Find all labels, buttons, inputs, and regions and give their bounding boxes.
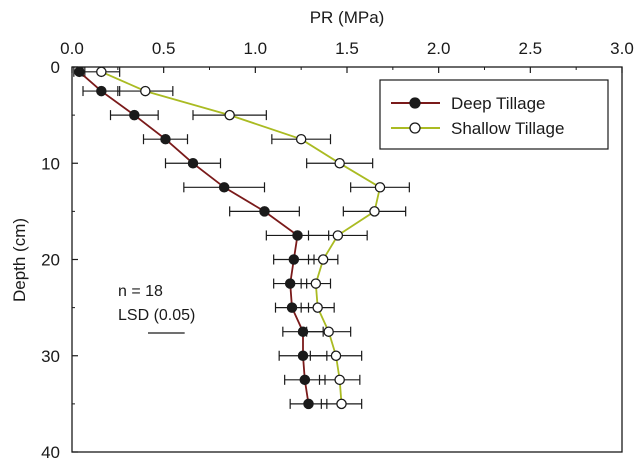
data-point-shallow	[336, 398, 347, 410]
x-tick-label: 2.0	[427, 39, 451, 58]
data-point-shallow	[295, 133, 307, 145]
data-point-shallow	[332, 230, 344, 241]
x-tick-label: 1.5	[335, 39, 359, 58]
data-point-shallow	[317, 254, 329, 265]
x-tick-label: 0.0	[60, 39, 84, 58]
data-point-deep	[218, 182, 230, 193]
legend-box	[379, 79, 609, 150]
data-point-shallow	[96, 66, 107, 78]
legend-marker-deep	[409, 97, 421, 109]
data-point-shallow	[224, 109, 235, 121]
axis-ticks: 0.0 0.5 1.0 1.5 2.0 2.5 3.0 0 10 20 30 40	[41, 39, 634, 462]
y-axis-title: Depth (cm)	[10, 218, 29, 302]
data-point-shallow	[310, 278, 322, 289]
data-point-shallow	[323, 326, 334, 337]
series-layer	[73, 66, 410, 410]
y-tick-label: 30	[41, 347, 60, 366]
data-point-deep	[292, 230, 303, 241]
data-point-deep	[96, 85, 107, 97]
sample-size-label: n = 18	[118, 283, 163, 300]
legend-marker-shallow	[409, 122, 421, 134]
data-point-deep	[187, 157, 199, 169]
data-point-shallow	[140, 85, 151, 97]
data-point-deep	[259, 206, 270, 217]
x-tick-label: 1.0	[244, 39, 268, 58]
data-point-deep	[303, 398, 314, 410]
y-tick-label: 0	[51, 58, 60, 77]
data-point-shallow	[330, 350, 342, 361]
legend: Deep Tillage Shallow Tillage	[379, 79, 609, 150]
y-tick-label: 20	[41, 251, 60, 270]
x-tick-label: 0.5	[152, 39, 176, 58]
x-tick-label: 3.0	[610, 39, 634, 58]
data-point-shallow	[334, 374, 345, 386]
lsd-label: LSD (0.05)	[118, 307, 195, 324]
data-point-shallow	[312, 302, 323, 313]
data-point-deep	[288, 254, 300, 265]
legend-label-deep: Deep Tillage	[451, 94, 546, 113]
legend-label-shallow: Shallow Tillage	[451, 119, 564, 138]
x-axis-title: PR (MPa)	[310, 8, 385, 27]
data-point-deep	[284, 278, 296, 289]
data-point-shallow	[374, 182, 386, 193]
data-point-deep	[129, 109, 140, 121]
data-point-shallow	[369, 206, 380, 217]
series-shallow	[82, 66, 410, 410]
data-point-deep	[299, 374, 311, 386]
series-deep	[73, 66, 330, 410]
data-point-deep	[160, 133, 171, 145]
data-point-deep	[286, 302, 298, 313]
y-tick-label: 10	[41, 154, 60, 173]
x-tick-label: 2.5	[519, 39, 543, 58]
data-point-shallow	[334, 157, 345, 169]
data-point-deep	[297, 350, 309, 361]
y-tick-label: 40	[41, 443, 60, 462]
series-line-deep	[78, 71, 310, 405]
